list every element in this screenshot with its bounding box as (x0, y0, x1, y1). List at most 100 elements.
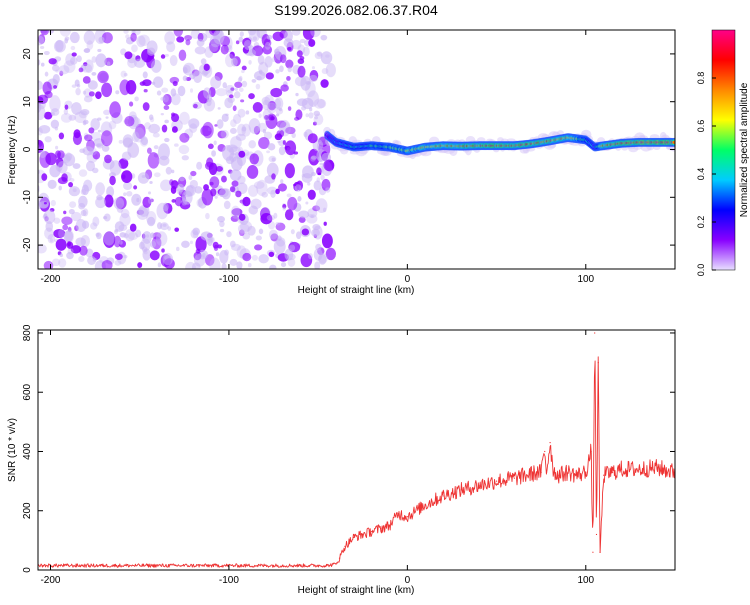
heatmap-noise-cell (66, 241, 74, 249)
heatmap-noise-cell (130, 32, 137, 42)
heatmap-noise-cell (220, 44, 229, 55)
heatmap-noise-cell (44, 71, 49, 77)
heatmap-noise-cell (256, 75, 262, 81)
heatmap-noise-cell (137, 172, 150, 184)
heatmap-noise-cell (104, 154, 112, 164)
heatmap-noise-cell (308, 74, 318, 83)
heatmap-noise-cell (316, 51, 323, 57)
heatmap-noise-cell (75, 237, 86, 247)
heatmap-noise-cell (91, 71, 97, 76)
colorbar-tick-label: 0.0 (696, 264, 706, 277)
snr-point (558, 474, 560, 476)
heatmap-noise-cell (214, 124, 218, 127)
heatmap-noise-cell (134, 96, 139, 102)
heatmap-noise-cell (317, 172, 322, 176)
heatmap-noise-cell (287, 46, 292, 51)
heatmap-noise-cell (311, 66, 315, 70)
heatmap-noise-cell (97, 129, 102, 133)
heatmap-noise-cell (270, 87, 283, 98)
heatmap-y-tick-label: 20 (22, 48, 33, 60)
heatmap-noise-cell (185, 261, 196, 269)
heatmap-noise-cell (230, 119, 237, 128)
heatmap-noise-cell (86, 40, 94, 50)
snr-point (495, 480, 498, 482)
heatmap-noise-cell (114, 228, 119, 233)
heatmap-noise-cell (83, 95, 93, 103)
snr-point (590, 450, 592, 453)
heatmap-noise-cell (51, 258, 61, 267)
heatmap-noise-cell (44, 136, 52, 143)
heatmap-noise-cell (65, 152, 72, 162)
snr-point (540, 471, 542, 473)
heatmap-noise-cell (129, 223, 137, 232)
heatmap-noise-cell (160, 54, 166, 59)
heatmap-noise-cell (124, 51, 133, 60)
snr-point (549, 441, 551, 444)
heatmap-noise-cell (103, 213, 111, 222)
heatmap-noise-cell (70, 45, 76, 51)
heatmap-noise-cell (228, 94, 234, 99)
heatmap-noise-cell (50, 119, 60, 129)
snr-point (379, 527, 382, 530)
heatmap-noise-cell (43, 50, 50, 56)
heatmap-noise-cell (87, 80, 98, 90)
heatmap-noise-cell (225, 84, 235, 93)
heatmap-noise-cell (229, 169, 242, 181)
heatmap-noise-cell (233, 91, 241, 99)
heatmap-noise-cell (182, 65, 191, 73)
heatmap-noise-cell (295, 92, 299, 97)
heatmap-noise-cell (296, 98, 308, 107)
heatmap-noise-cell (305, 201, 309, 205)
heatmap-noise-cell (92, 151, 101, 160)
heatmap-noise-cell (320, 174, 325, 181)
heatmap-noise-cell (323, 221, 327, 226)
heatmap-noise-cell (299, 38, 306, 44)
heatmap-noise-cell (258, 254, 269, 264)
heatmap-noise-cell (252, 36, 258, 41)
heatmap-noise-cell (232, 105, 237, 112)
heatmap-noise-cell (151, 81, 156, 85)
heatmap-noise-cell (172, 81, 178, 87)
heatmap-noise-cell (42, 81, 52, 95)
heatmap-noise-cell (284, 248, 294, 261)
heatmap-noise-cell (47, 179, 57, 190)
heatmap-noise-cell (69, 31, 80, 44)
heatmap-noise-cell (60, 112, 73, 123)
heatmap-noise-cell (155, 231, 168, 247)
heatmap-noise-cell (95, 53, 107, 68)
snr-y-tick-label: 0 (22, 567, 33, 573)
heatmap-noise-cell (82, 76, 91, 84)
heatmap-noise-cell (52, 73, 60, 85)
heatmap-noise-cell (149, 250, 160, 261)
heatmap-noise-cell (32, 183, 37, 188)
heatmap-noise-cell (162, 93, 172, 106)
snr-x-tick-label: -100 (219, 575, 239, 586)
heatmap-noise-cell (113, 235, 122, 248)
heatmap-noise-cell (123, 192, 127, 197)
heatmap-noise-cell (147, 197, 153, 205)
heatmap-noise-cell (50, 112, 55, 116)
heatmap-noise-cell (301, 228, 310, 236)
heatmap-noise-cell (229, 240, 236, 248)
snr-point (597, 361, 599, 364)
heatmap-noise-cell (156, 202, 169, 220)
heatmap-noise-cell (162, 94, 169, 103)
heatmap-noise-cell (229, 51, 235, 59)
snr-x-tick-label: 100 (577, 575, 594, 586)
heatmap-noise-cell (203, 63, 210, 71)
heatmap-noise-cell (118, 240, 123, 245)
heatmap-noise-cell (164, 31, 176, 45)
heatmap-noise-cell (229, 146, 241, 156)
snr-panel: -200 -100 0 100 0 200 400 600 800 Height of stra… (7, 324, 676, 596)
snr-line-layer (38, 332, 675, 568)
heatmap-noise-cell (257, 54, 265, 65)
heatmap-noise-cell (84, 59, 94, 73)
heatmap-noise-cell (197, 90, 210, 104)
heatmap-noise-cell (136, 197, 140, 203)
heatmap-noise-cell (295, 231, 302, 240)
heatmap-noise-cell (276, 113, 280, 117)
heatmap-noise-cell (55, 69, 59, 73)
heatmap-noise-cell (297, 58, 305, 65)
